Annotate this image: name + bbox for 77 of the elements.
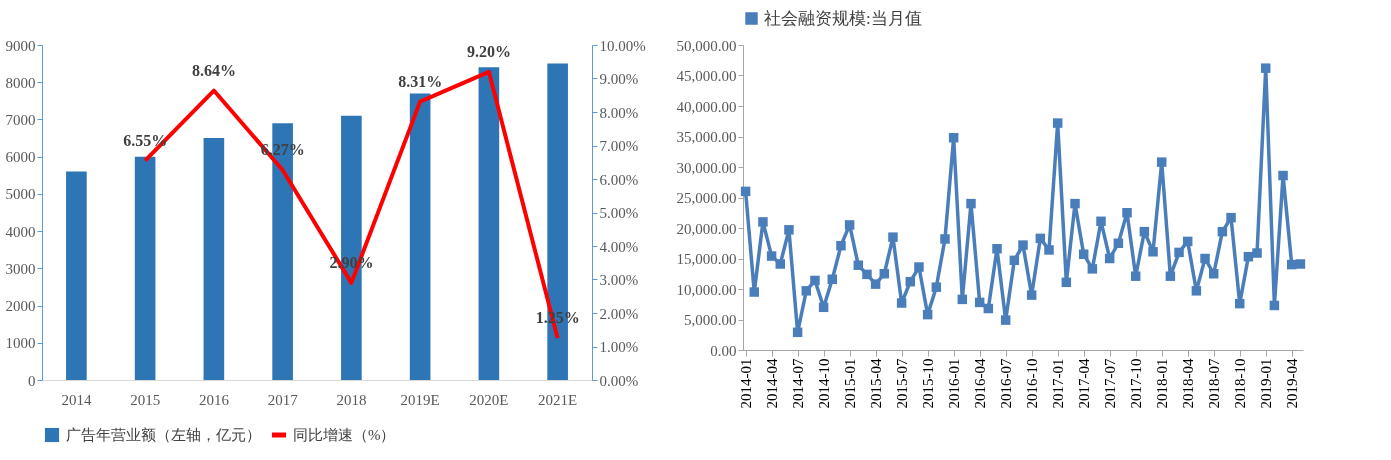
y-tick-label: 4000 xyxy=(5,223,36,240)
x-tick-label: 2019E xyxy=(400,391,440,408)
y-tick-label: 45,000.00 xyxy=(676,68,737,84)
y-tick-label: 2000 xyxy=(5,298,36,315)
x-tick-label: 2018-01 xyxy=(1154,358,1171,409)
x-tick-label: 2018-10 xyxy=(1232,358,1249,409)
y-tick-label: 15,000.00 xyxy=(676,251,737,267)
y-tick-label: 6000 xyxy=(5,149,36,166)
y-tick-label: 5000 xyxy=(5,186,36,203)
y-tick-label: 20,000.00 xyxy=(676,220,737,237)
data-label: 8.31% xyxy=(398,72,443,90)
y-tick-label: 40,000.00 xyxy=(676,98,737,115)
x-tick-label: 2019-01 xyxy=(1258,358,1275,409)
y-tick-label: 1000 xyxy=(5,335,36,352)
y-tick-label: 30,000.00 xyxy=(676,159,737,176)
x-tick-label: 2018 xyxy=(336,391,367,408)
data-label: 6.55% xyxy=(123,131,168,149)
y2-tick-label: 6.00% xyxy=(599,171,639,188)
x-tick-label: 2017-01 xyxy=(1050,358,1067,409)
y-tick-label: 0.00 xyxy=(710,342,737,359)
y-tick-label: 50,000.00 xyxy=(676,37,737,54)
legend-label: 同比增速（%） xyxy=(293,427,396,443)
x-tick-label: 2017-04 xyxy=(1076,358,1093,409)
y2-tick-label: 8.00% xyxy=(599,104,639,121)
data-label: 2.90% xyxy=(329,253,374,271)
y2-tick-label: 9.00% xyxy=(599,71,639,87)
data-label: 9.20% xyxy=(466,42,511,60)
x-tick-label: 2017-07 xyxy=(1102,358,1119,409)
y2-tick-label: 5.00% xyxy=(599,205,639,221)
y2-tick-label: 10.00% xyxy=(599,37,646,54)
data-label: 8.64% xyxy=(191,61,236,79)
legend-label: 广告年营业额（左轴，亿元） xyxy=(66,427,261,443)
legend-label: 社会融资规模:当月值 xyxy=(764,8,922,28)
x-tick-label: 2020E xyxy=(469,391,509,408)
x-tick-label: 2016-01 xyxy=(946,358,963,409)
y2-tick-label: 0.00% xyxy=(599,372,639,389)
bar xyxy=(478,67,500,380)
y-tick-label: 10,000.00 xyxy=(676,281,737,298)
y-tick-label: 0 xyxy=(28,372,36,389)
x-tick-label: 2014-04 xyxy=(764,358,781,409)
x-tick-label: 2015 xyxy=(130,391,161,408)
x-tick-label: 2014 xyxy=(61,391,92,408)
y-tick-label: 35,000.00 xyxy=(676,129,737,145)
x-tick-label: 2014-07 xyxy=(790,358,807,409)
x-tick-label: 2021E xyxy=(538,391,578,408)
y2-tick-label: 2.00% xyxy=(599,305,639,322)
y-tick-label: 8000 xyxy=(5,74,36,91)
x-tick-label: 2015-10 xyxy=(920,358,937,409)
x-tick-label: 2016-10 xyxy=(1024,358,1041,409)
x-tick-label: 2017 xyxy=(267,391,299,408)
x-tick-label: 2016-04 xyxy=(972,358,989,409)
y2-tick-label: 4.00% xyxy=(599,238,639,255)
x-tick-label: 2017-10 xyxy=(1128,358,1145,409)
y-tick-label: 5,000.00 xyxy=(684,312,737,328)
y-tick-label: 7000 xyxy=(5,111,36,128)
bar xyxy=(66,171,87,380)
y-tick-label: 9000 xyxy=(5,37,36,54)
y2-tick-label: 1.00% xyxy=(599,339,639,355)
x-tick-label: 2015-04 xyxy=(868,358,885,409)
y-tick-label: 25,000.00 xyxy=(676,190,737,206)
data-label: 1.25% xyxy=(535,309,580,327)
bar xyxy=(203,138,225,380)
x-tick-label: 2019-04 xyxy=(1284,358,1301,409)
x-tick-label: 2015-07 xyxy=(894,358,911,409)
x-tick-label: 2014-10 xyxy=(816,358,833,409)
y-tick-label: 3000 xyxy=(5,260,36,277)
x-tick-label: 2018-07 xyxy=(1206,358,1223,409)
x-tick-label: 2018-04 xyxy=(1180,358,1197,409)
x-tick-label: 2014-01 xyxy=(738,358,755,409)
x-tick-label: 2016 xyxy=(198,391,230,408)
x-tick-label: 2015-01 xyxy=(842,358,859,409)
y2-tick-label: 7.00% xyxy=(599,138,639,154)
x-tick-label: 2016-07 xyxy=(998,358,1015,409)
bar xyxy=(409,93,431,380)
y2-tick-label: 3.00% xyxy=(599,272,639,288)
bar xyxy=(134,156,156,380)
data-label: 6.27% xyxy=(260,140,305,158)
